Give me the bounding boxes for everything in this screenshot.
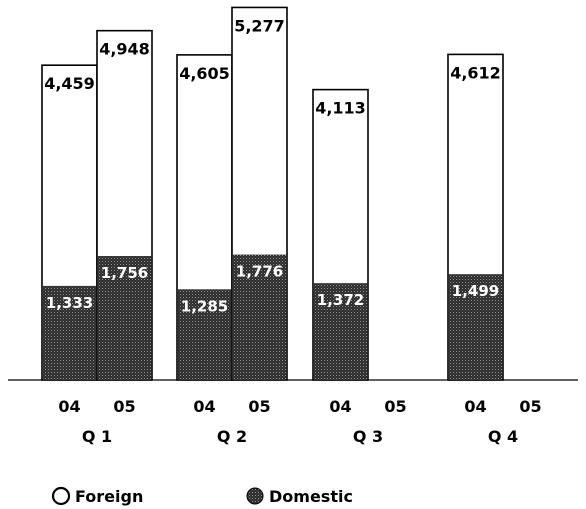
x-category-q3: Q 3	[353, 427, 383, 446]
label-domestic-q1-04: 1,333	[46, 294, 93, 312]
label-foreign-q2-04: 4,605	[179, 64, 230, 83]
label-domestic-q3-04: 1,372	[317, 291, 364, 309]
bar-domestic-q1-05	[97, 256, 152, 380]
x-tick-q1-04: 04	[58, 397, 80, 416]
label-foreign-q1-04: 4,459	[44, 74, 95, 93]
label-domestic-q1-05: 1,756	[101, 264, 148, 282]
x-tick-q4-04: 04	[464, 397, 486, 416]
bar-domestic-q1-04	[42, 285, 97, 380]
label-domestic-q2-05: 1,776	[236, 263, 283, 281]
x-category-q2: Q 2	[217, 427, 247, 446]
label-foreign-q4-04: 4,612	[450, 63, 501, 82]
legend-foreign-label: Foreign	[75, 487, 143, 506]
x-tick-q2-05: 05	[248, 397, 270, 416]
bar-domestic-q3-04	[313, 283, 368, 380]
legend-foreign-swatch	[51, 486, 71, 506]
x-category-q1: Q 1	[82, 427, 112, 446]
x-category-q4: Q 4	[488, 427, 518, 446]
legend: Foreign Domestic	[51, 486, 353, 506]
legend-domestic-swatch	[246, 487, 264, 505]
legend-domestic-label: Domestic	[269, 487, 353, 506]
x-tick-q3-04: 04	[329, 397, 351, 416]
label-domestic-q4-04: 1,499	[452, 282, 499, 300]
x-tick-q3-05: 05	[384, 397, 406, 416]
bar-domestic-q4-04	[448, 274, 503, 380]
label-foreign-q3-04: 4,113	[315, 99, 366, 118]
bar-domestic-q2-05	[232, 254, 287, 380]
x-tick-q2-04: 04	[193, 397, 215, 416]
label-foreign-q1-05: 4,948	[99, 40, 150, 59]
x-tick-q1-05: 05	[113, 397, 135, 416]
x-tick-q4-05: 05	[519, 397, 541, 416]
label-foreign-q2-05: 5,277	[234, 16, 285, 35]
label-domestic-q2-04: 1,285	[181, 297, 228, 315]
bar-domestic-q2-04	[177, 289, 232, 380]
